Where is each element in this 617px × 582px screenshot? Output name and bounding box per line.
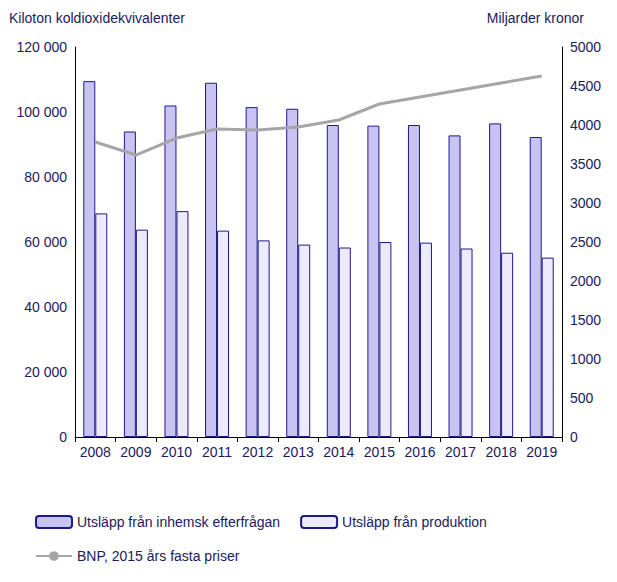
svg-text:2018: 2018 — [486, 444, 517, 460]
svg-text:5000: 5000 — [570, 39, 601, 55]
svg-text:Utsläpp från inhemsk efterfråg: Utsläpp från inhemsk efterfrågan — [77, 514, 280, 530]
svg-text:2500: 2500 — [570, 234, 601, 250]
svg-text:Kiloton koldioxidekvivalenter: Kiloton koldioxidekvivalenter — [9, 10, 185, 26]
svg-text:2012: 2012 — [242, 444, 273, 460]
svg-text:60 000: 60 000 — [24, 234, 67, 250]
svg-text:2011: 2011 — [202, 444, 232, 460]
svg-text:2009: 2009 — [120, 444, 151, 460]
svg-text:4500: 4500 — [570, 78, 601, 94]
svg-text:2010: 2010 — [161, 444, 192, 460]
svg-text:1000: 1000 — [570, 351, 601, 367]
svg-text:3500: 3500 — [570, 156, 601, 172]
svg-text:80 000: 80 000 — [24, 169, 67, 185]
svg-text:Utsläpp från produktion: Utsläpp från produktion — [342, 514, 487, 530]
svg-text:0: 0 — [570, 429, 578, 445]
svg-text:4000: 4000 — [570, 117, 601, 133]
svg-text:0: 0 — [59, 429, 67, 445]
svg-text:3000: 3000 — [570, 195, 601, 211]
svg-text:2017: 2017 — [445, 444, 476, 460]
svg-text:Miljarder kronor: Miljarder kronor — [487, 10, 585, 26]
svg-text:2015: 2015 — [364, 444, 395, 460]
svg-text:2000: 2000 — [570, 273, 601, 289]
svg-text:1500: 1500 — [570, 312, 601, 328]
svg-text:2019: 2019 — [526, 444, 557, 460]
svg-text:2016: 2016 — [404, 444, 435, 460]
svg-text:40 000: 40 000 — [24, 299, 67, 315]
svg-text:100 000: 100 000 — [16, 104, 67, 120]
svg-text:20 000: 20 000 — [24, 364, 67, 380]
svg-text:2014: 2014 — [323, 444, 354, 460]
svg-text:120 000: 120 000 — [16, 39, 67, 55]
svg-text:500: 500 — [570, 390, 594, 406]
svg-text:2008: 2008 — [80, 444, 111, 460]
svg-text:BNP, 2015 års fasta priser: BNP, 2015 års fasta priser — [77, 548, 240, 564]
svg-text:2013: 2013 — [283, 444, 314, 460]
